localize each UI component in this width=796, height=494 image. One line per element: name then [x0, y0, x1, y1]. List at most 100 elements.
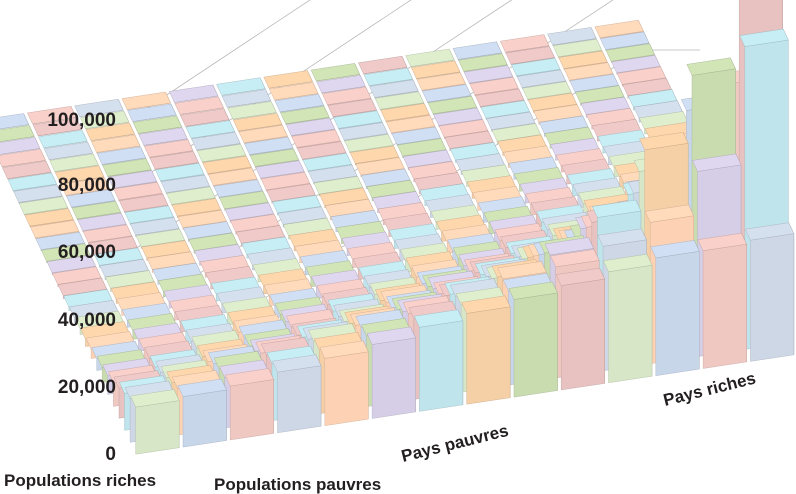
bar-top-face [35, 231, 85, 250]
bar [333, 110, 383, 130]
bar-top-face [650, 240, 700, 259]
bar-top-face [41, 243, 91, 262]
bar [127, 103, 177, 122]
bar-top-face [433, 107, 483, 126]
bar [216, 77, 266, 96]
bar-top-face [174, 96, 224, 115]
bar-top-face [461, 295, 511, 314]
bar [24, 208, 74, 228]
bar-top-face [291, 129, 341, 148]
bar-top-face [0, 148, 46, 168]
bar-top-face [480, 100, 530, 119]
bar [0, 148, 46, 168]
bar-top-face [227, 101, 277, 120]
bar-top-face [135, 228, 185, 247]
bar-top-face [745, 222, 795, 241]
bar-top-face [397, 138, 447, 157]
bar [32, 118, 82, 137]
bar-top-face [57, 277, 107, 296]
bar-top-face [249, 148, 299, 167]
bar [107, 170, 157, 189]
bar [508, 281, 558, 398]
bar-top-face [508, 281, 558, 300]
bar-top-face [611, 55, 661, 74]
bar-top-face [411, 60, 461, 79]
bar-top-face [82, 224, 132, 243]
bar [697, 232, 747, 369]
bar-top-face [639, 132, 689, 151]
bar-top-face [85, 122, 135, 141]
bar [0, 113, 29, 130]
bar-top-face [188, 232, 238, 251]
bar-top-face [149, 151, 199, 170]
bar-top-face [297, 141, 347, 160]
bar-front-face [135, 400, 180, 455]
bar-top-face [18, 196, 68, 215]
bar-top-face [49, 153, 99, 172]
bar [191, 132, 241, 151]
bar [91, 134, 141, 154]
bar-top-face [166, 186, 216, 205]
bar-top-face [30, 220, 80, 239]
bar-top-face [310, 63, 360, 82]
bar-top-face [66, 189, 116, 208]
bar [274, 94, 324, 113]
bar-top-face [313, 176, 363, 195]
bar-front-face [702, 243, 747, 369]
bar-top-face [91, 134, 141, 153]
bar [224, 368, 274, 441]
bar-top-face [516, 69, 566, 88]
bar-top-face [391, 126, 441, 145]
bar-top-face [141, 240, 191, 259]
bar [366, 326, 416, 419]
y-tick-label: 20,000 [58, 377, 116, 398]
bar-top-face [266, 183, 316, 202]
bar-top-face [600, 31, 650, 50]
bar [505, 46, 555, 65]
bar-top-face [183, 221, 233, 240]
bar-top-face [616, 66, 666, 85]
bar-top-face [99, 259, 149, 278]
bar [463, 65, 513, 84]
bar [411, 60, 461, 80]
bar [49, 153, 99, 173]
bar [650, 240, 700, 376]
bar [130, 389, 180, 455]
bar-top-face [124, 205, 174, 224]
bar-top-face [185, 120, 235, 139]
bar-top-face [0, 125, 35, 142]
bar-top-face [644, 204, 694, 223]
bar-top-face [74, 98, 124, 118]
bar-top-face [105, 270, 155, 289]
bar [121, 91, 171, 111]
bar-top-face [366, 326, 416, 345]
bar [102, 158, 152, 177]
bar-top-face [319, 340, 369, 359]
bar [180, 108, 230, 127]
bar [322, 86, 372, 106]
bar [43, 141, 93, 161]
bar-top-face [13, 184, 63, 203]
bar-top-face [592, 199, 642, 218]
y-tick-label: 80,000 [58, 175, 116, 196]
bar-top-face [605, 43, 655, 62]
bar-top-face [344, 134, 394, 153]
bar [600, 31, 650, 51]
bar-top-face [224, 202, 274, 221]
bar [319, 340, 369, 426]
bar [555, 267, 605, 391]
bar [55, 165, 105, 185]
bar-top-face [444, 130, 494, 149]
y-tick-label: 60,000 [58, 242, 116, 263]
bar-top-face [319, 187, 369, 206]
bar-top-face [405, 48, 455, 67]
bar-top-face [216, 77, 266, 96]
bar-top-face [552, 38, 602, 58]
bar-top-face [233, 113, 283, 132]
bar-top-face [138, 127, 188, 146]
bar [405, 48, 455, 68]
bar [113, 182, 163, 201]
bar-top-face [208, 167, 258, 186]
bar [603, 253, 653, 384]
